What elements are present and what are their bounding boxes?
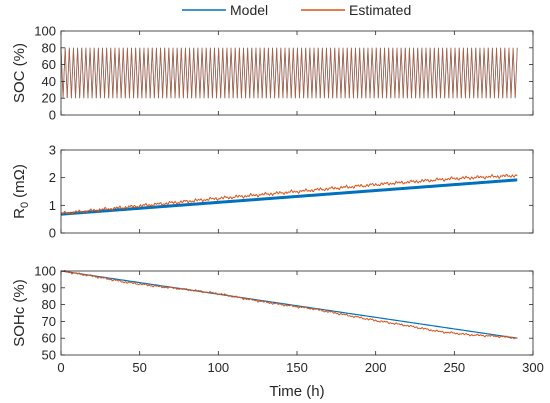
y-axis-label: SOHc (%): [11, 279, 28, 347]
y-tick-label: 70: [42, 314, 56, 329]
x-tick-label: 300: [522, 360, 544, 375]
y-tick-label: 40: [42, 74, 56, 89]
y-tick-label: 60: [42, 331, 56, 346]
legend-label-estimated: Estimated: [349, 2, 411, 18]
x-tick-label: 50: [132, 360, 146, 375]
y-tick-label: 1: [49, 198, 56, 213]
legend-label-model: Model: [230, 2, 268, 18]
legend: Model Estimated: [182, 2, 411, 18]
panel-3-frame: [60, 270, 534, 356]
x-tick-label: 150: [286, 360, 308, 375]
y-tick-label: 80: [42, 297, 56, 312]
panel-3-series: [60, 269, 518, 340]
y-tick-label: 60: [42, 57, 56, 72]
x-tick-label: 200: [365, 360, 387, 375]
y-tick-label: 100: [34, 24, 56, 39]
y-tick-label: 0: [49, 226, 56, 241]
y-axis-label: SOC (%): [11, 43, 28, 103]
series-line-model: [60, 270, 518, 339]
y-axis-label: R0 (mΩ): [11, 164, 31, 219]
series-line-model: [60, 178, 518, 216]
panel-2-series: [60, 173, 518, 216]
y-axis-label-unit: (mΩ): [11, 164, 28, 198]
panel-1-series: [60, 47, 518, 99]
y-tick-label: 2: [49, 170, 56, 185]
y-tick-label: 100: [34, 264, 56, 279]
y-tick-label: 90: [42, 280, 56, 295]
x-axis-label: Time (h): [269, 383, 324, 400]
x-tick-label: 100: [207, 360, 229, 375]
y-tick-label: 50: [42, 348, 56, 363]
x-tick-label: 0: [57, 360, 64, 375]
y-tick-label: 3: [49, 143, 56, 158]
x-tick-label: 250: [443, 360, 465, 375]
y-axis-label-main: R: [11, 208, 28, 219]
series-line-estimated: [60, 173, 518, 216]
y-axis-label-subscript: 0: [19, 202, 31, 208]
series-line-estimated: [60, 47, 518, 99]
series-line-estimated: [60, 269, 518, 340]
y-tick-label: 0: [49, 108, 56, 123]
y-tick-label: 80: [42, 40, 56, 55]
y-tick-label: 20: [42, 91, 56, 106]
